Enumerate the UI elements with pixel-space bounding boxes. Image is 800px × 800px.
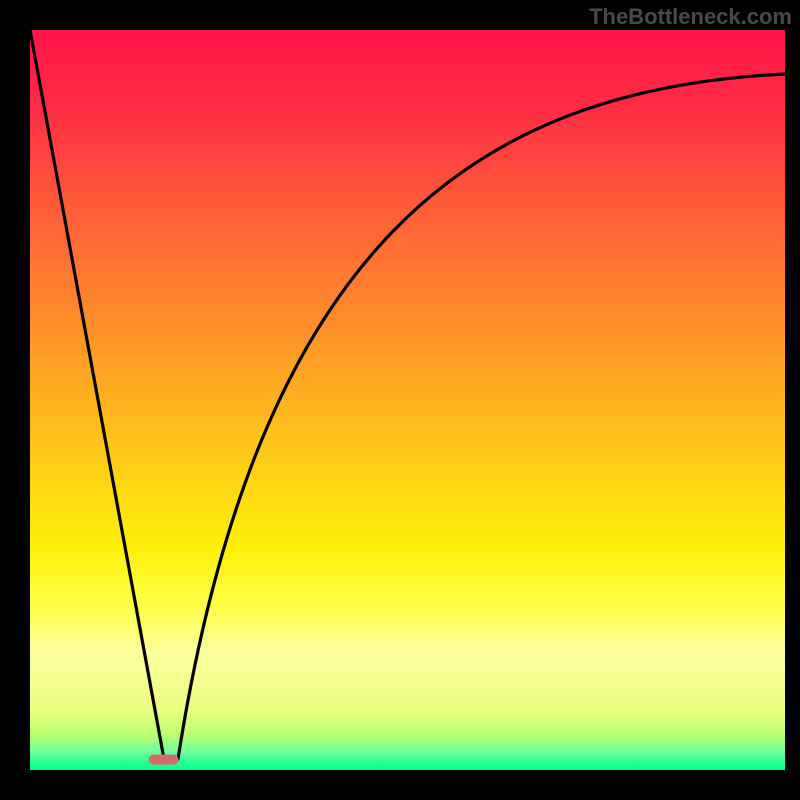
curve-layer — [30, 30, 785, 770]
bottleneck-curve — [30, 30, 785, 759]
plot-area — [30, 30, 785, 770]
minimum-marker — [149, 755, 179, 765]
attribution-text: TheBottleneck.com — [589, 4, 792, 30]
page-root: TheBottleneck.com — [0, 0, 800, 800]
